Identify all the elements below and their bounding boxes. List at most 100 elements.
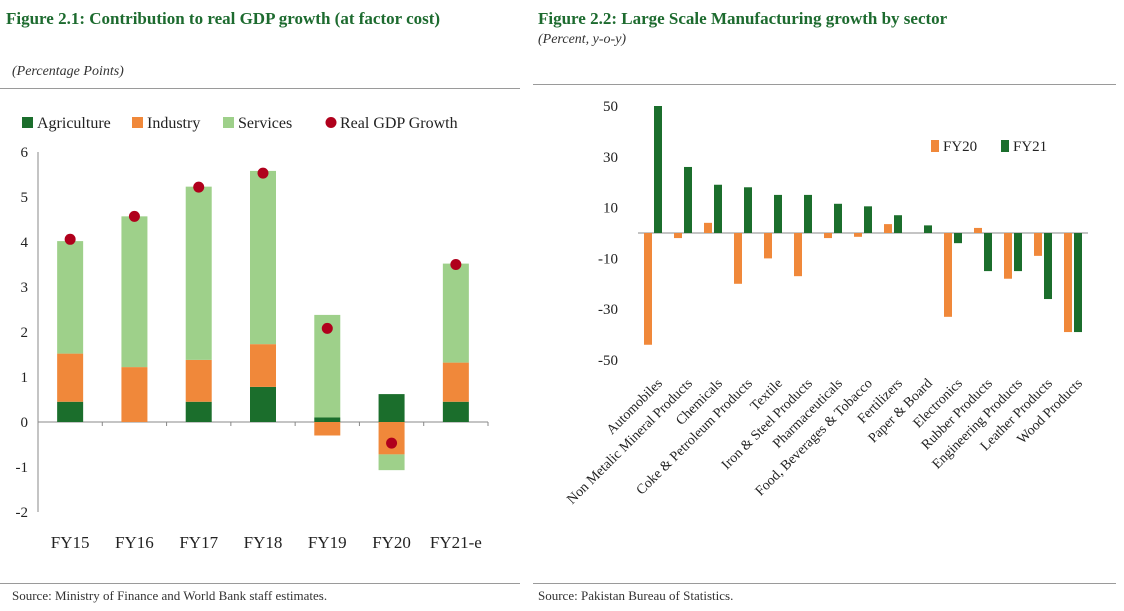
bar-fy21-rubber-products (984, 233, 992, 272)
right-header-rule (533, 84, 1116, 85)
y-tick-label: 30 (603, 150, 618, 166)
right-footer-rule (533, 583, 1116, 584)
gdp-contribution-chart: 6 5 4 3 2 1 0 -1 -2 FY15 FY16 FY17 FY18 FY19 FY20 FY21-… (16, 115, 489, 552)
y-tick-label: -50 (598, 353, 618, 369)
bar-industry-fy19 (314, 422, 341, 436)
bar-fy20-rubber-products (974, 227, 982, 233)
legend-label: FY21 (1013, 139, 1047, 155)
bar-industry-fy16 (121, 367, 148, 422)
y-tick-label: 50 (603, 99, 618, 115)
x-tick-label: FY19 (308, 533, 347, 552)
legend-swatch-agriculture (22, 117, 33, 128)
bar-services-fy18 (250, 170, 276, 345)
y-tick-label: 10 (603, 201, 618, 217)
right-chart-title: Figure 2.2: Large Scale Manufacturing gr… (538, 9, 948, 28)
bar-fy20-automobiles (644, 233, 652, 345)
bar-agriculture-fy15 (57, 401, 84, 422)
gdp-growth-point-fy15 (64, 233, 76, 245)
y-tick-label: 4 (21, 235, 29, 251)
y-tick-label: 5 (21, 190, 29, 206)
bar-services-fy21-e (442, 263, 469, 363)
bar-fy21-electronics (954, 233, 962, 244)
bar-industry-fy17 (185, 359, 212, 402)
legend-swatch-fy20 (931, 140, 939, 152)
bar-agriculture-fy18 (250, 386, 276, 422)
right-chart-subtitle: (Percent, y-o-y) (538, 32, 627, 47)
bar-fy20-non-metalic-mineral-products (674, 233, 682, 239)
bar-agriculture-fy20 (378, 394, 405, 422)
bar-agriculture-fy19 (314, 417, 341, 422)
legend-swatch-industry (132, 117, 143, 128)
x-tick-label: FY18 (244, 533, 283, 552)
legend-swatch-fy21 (1001, 140, 1009, 152)
left-chart-subtitle: (Percentage Points) (12, 64, 124, 79)
bar-agriculture-fy17 (185, 401, 212, 422)
bar-fy20-leather-products (1034, 233, 1042, 256)
bar-fy21-wood-products (1074, 233, 1082, 333)
bar-services-fy17 (185, 186, 212, 360)
bar-fy21-engineering-products (1014, 233, 1022, 272)
legend-label: Real GDP Growth (340, 115, 458, 132)
y-tick-label: -30 (598, 302, 618, 318)
x-tick-label: FY21-e (430, 533, 482, 552)
bar-fy20-chemicals (704, 222, 712, 233)
right-source-note: Source: Pakistan Bureau of Statistics. (538, 588, 734, 603)
bar-fy21-pharmaceuticals (834, 203, 842, 233)
y-tick-label: -1 (16, 460, 29, 476)
bar-fy21-iron-steel-products (804, 194, 812, 233)
y-tick-label: 1 (21, 370, 29, 386)
bar-agriculture-fy21-e (442, 401, 469, 422)
y-tick-label: -10 (598, 251, 618, 267)
legend-label: Agriculture (37, 115, 111, 132)
bar-fy20-coke-petroleum-products (734, 233, 742, 284)
gdp-growth-point-fy19 (321, 322, 333, 334)
y-tick-label: -2 (16, 505, 29, 521)
bar-fy21-textile (774, 194, 782, 233)
legend-label: Services (238, 115, 292, 132)
bar-fy21-automobiles (654, 106, 662, 233)
gdp-growth-point-fy18 (257, 167, 269, 179)
bar-fy21-coke-petroleum-products (744, 187, 752, 233)
x-tick-label: FY17 (179, 533, 218, 552)
y-tick-label: 6 (21, 145, 29, 161)
bar-fy21-leather-products (1044, 233, 1052, 300)
left-footer-rule (0, 583, 520, 584)
bar-services-fy16 (121, 216, 148, 368)
legend-swatch-real-gdp-growth (325, 117, 337, 128)
gdp-growth-point-fy16 (128, 210, 140, 222)
bar-fy21-chemicals (714, 184, 722, 233)
bar-services-fy20 (378, 454, 405, 471)
bar-fy20-pharmaceuticals (824, 233, 832, 239)
gdp-growth-point-fy20 (386, 437, 398, 449)
bar-fy20-wood-products (1064, 233, 1072, 333)
bar-fy21-non-metalic-mineral-products (684, 166, 692, 233)
legend-label: Industry (147, 115, 200, 132)
left-header-rule (0, 88, 520, 89)
bar-fy20-fertilizers (884, 224, 892, 233)
x-tick-label: FY20 (372, 533, 411, 552)
legend-swatch-services (223, 117, 234, 128)
bar-services-fy15 (57, 241, 84, 354)
x-tick-label: Non Metalic Mineral Products (565, 376, 696, 507)
legend-label: FY20 (943, 139, 977, 155)
left-source-note: Source: Ministry of Finance and World Ba… (12, 588, 328, 603)
bar-industry-fy15 (57, 353, 84, 402)
bar-fy21-food-beverages-tobacco (864, 206, 872, 233)
bar-fy20-engineering-products (1004, 233, 1012, 279)
bar-fy20-electronics (944, 233, 952, 317)
bar-industry-fy21-e (442, 362, 469, 402)
bar-industry-fy18 (250, 344, 276, 387)
bar-fy20-iron-steel-products (794, 233, 802, 277)
y-tick-label: 2 (21, 325, 29, 341)
bar-fy20-textile (764, 233, 772, 259)
bar-fy21-fertilizers (894, 215, 902, 233)
x-tick-label: FY16 (115, 533, 154, 552)
y-tick-label: 3 (21, 280, 29, 296)
x-tick-label: FY15 (51, 533, 90, 552)
gdp-growth-point-fy17 (193, 181, 205, 193)
bar-fy21-paper-board (924, 225, 932, 233)
left-chart-title: Figure 2.1: Contribution to real GDP gro… (6, 9, 441, 28)
y-tick-label: 0 (21, 415, 29, 431)
gdp-growth-point-fy21-e (450, 259, 462, 270)
